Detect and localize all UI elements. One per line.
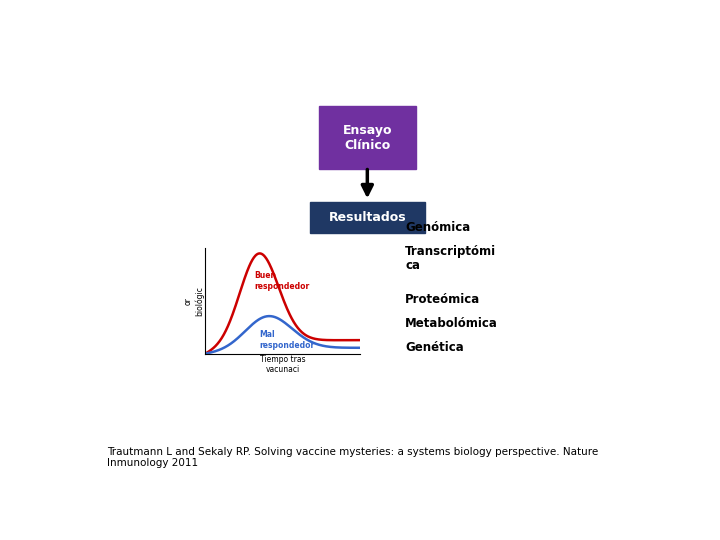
Text: Trautmann L and Sekaly RP. Solving vaccine mysteries: a systems biology perspect: Trautmann L and Sekaly RP. Solving vacci… (107, 447, 598, 468)
Text: Proteómica: Proteómica (405, 293, 480, 306)
FancyBboxPatch shape (310, 202, 425, 233)
Text: Genómica: Genómica (405, 221, 471, 234)
Y-axis label: or
biológic: or biológic (184, 286, 204, 316)
X-axis label: Tiempo tras
vacunaci: Tiempo tras vacunaci (260, 355, 305, 374)
Text: Metabolómica: Metabolómica (405, 317, 498, 330)
Text: Ensayo
Clínico: Ensayo Clínico (343, 124, 392, 152)
Text: Transcriptómi
ca: Transcriptómi ca (405, 245, 496, 272)
FancyBboxPatch shape (319, 106, 416, 168)
Text: Mal
respondedor: Mal respondedor (259, 330, 315, 350)
Text: Genética: Genética (405, 341, 464, 354)
Text: Resultados: Resultados (329, 211, 406, 224)
Text: Buen
respondedor: Buen respondedor (255, 272, 310, 291)
